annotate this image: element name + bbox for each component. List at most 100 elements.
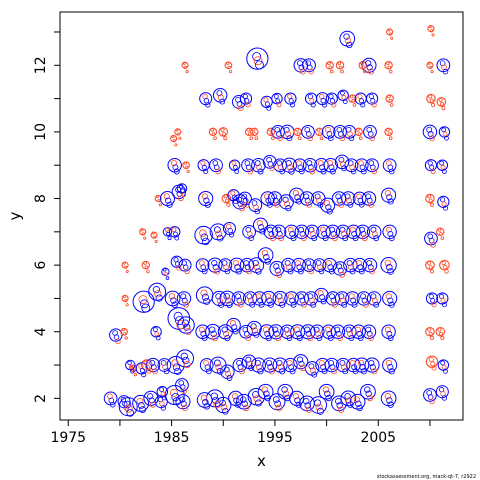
bubble-point bbox=[422, 124, 438, 140]
x-tick-label: 1985 bbox=[154, 430, 190, 446]
bubble-subpoint bbox=[276, 230, 283, 237]
bubble-subpoint bbox=[247, 168, 253, 175]
bubble-subpoint bbox=[309, 367, 316, 374]
bubble-subpoint bbox=[266, 105, 272, 111]
bubble-subpoint bbox=[388, 69, 393, 74]
bubble-subpoint bbox=[299, 297, 306, 304]
bubble-subpoint bbox=[348, 293, 355, 300]
bubble-point bbox=[425, 193, 435, 204]
bubble-subpoint bbox=[267, 301, 274, 308]
bubble-subpoint bbox=[181, 297, 188, 304]
bubble-subpoint bbox=[289, 368, 296, 375]
bubble-point bbox=[218, 127, 229, 137]
bubble-subpoint bbox=[263, 254, 270, 261]
bubble-subpoint bbox=[273, 94, 279, 99]
x-tick-label: 1995 bbox=[257, 430, 293, 446]
bubble-point bbox=[175, 394, 191, 410]
bubble-subpoint bbox=[184, 327, 192, 335]
bubble-subpoint bbox=[272, 396, 280, 403]
bubble-subpoint bbox=[295, 198, 302, 205]
bubble-subpoint bbox=[304, 197, 311, 204]
bubble-subpoint bbox=[198, 326, 205, 333]
bubble-subpoint bbox=[271, 136, 275, 141]
bubble-subpoint bbox=[266, 201, 273, 208]
bubble-subpoint bbox=[262, 326, 270, 333]
bubble-subpoint bbox=[290, 235, 297, 242]
bubble-subpoint bbox=[371, 168, 377, 175]
bubble-subpoint bbox=[150, 364, 157, 371]
bubble-subpoint bbox=[165, 276, 170, 280]
bubble-subpoint bbox=[271, 193, 278, 200]
bubble-subpoint bbox=[233, 397, 240, 404]
bubble-subpoint bbox=[360, 102, 366, 108]
bubble-point bbox=[290, 324, 306, 340]
bubble-subpoint bbox=[292, 190, 300, 197]
bubble-subpoint bbox=[237, 364, 244, 371]
bubble-subpoint bbox=[306, 334, 314, 342]
bubble-subpoint bbox=[429, 65, 433, 69]
bubble-subpoint bbox=[254, 359, 261, 367]
bubble-subpoint bbox=[243, 260, 250, 266]
bubble-point bbox=[294, 224, 310, 240]
bubble-subpoint bbox=[246, 268, 253, 275]
bubble-subpoint bbox=[358, 268, 365, 275]
bubble-subpoint bbox=[267, 226, 274, 233]
bubble-subpoint bbox=[385, 263, 393, 271]
bubble-subpoint bbox=[248, 235, 254, 241]
bubble-subpoint bbox=[186, 169, 190, 174]
bubble-subpoint bbox=[305, 406, 313, 413]
bubble-subpoint bbox=[264, 293, 272, 300]
bubble-subpoint bbox=[336, 263, 343, 270]
bubble-subpoint bbox=[125, 303, 129, 307]
bubble-subpoint bbox=[386, 61, 390, 65]
bubble-subpoint bbox=[384, 190, 391, 197]
bubble-subpoint bbox=[237, 301, 244, 308]
bubble-point bbox=[241, 354, 257, 369]
bubble-subpoint bbox=[278, 235, 285, 242]
bubble-subpoint bbox=[339, 297, 346, 304]
bubble-subpoint bbox=[356, 404, 363, 412]
bubble-point bbox=[356, 291, 372, 306]
bubble-subpoint bbox=[258, 301, 265, 308]
bubble-subpoint bbox=[303, 193, 310, 200]
bubble-subpoint bbox=[324, 390, 331, 397]
bubble-point bbox=[221, 193, 232, 204]
bubble-subpoint bbox=[298, 293, 305, 300]
bubble-subpoint bbox=[351, 364, 358, 371]
bubble-subpoint bbox=[165, 197, 172, 204]
bubble-subpoint bbox=[279, 168, 285, 175]
bubble-subpoint bbox=[244, 264, 251, 271]
bubble-point bbox=[339, 30, 356, 47]
bubble-subpoint bbox=[166, 231, 171, 236]
bubble-subpoint bbox=[364, 386, 371, 393]
bubble-subpoint bbox=[307, 164, 314, 171]
bubble-subpoint bbox=[179, 396, 186, 403]
bubble-subpoint bbox=[205, 102, 211, 108]
bubble-subpoint bbox=[183, 361, 191, 369]
bubble-point bbox=[360, 383, 376, 400]
bubble-subpoint bbox=[340, 364, 347, 371]
bubble-subpoint bbox=[366, 394, 374, 402]
bubble-point bbox=[289, 390, 305, 406]
bubble-subpoint bbox=[427, 261, 432, 266]
bubble-subpoint bbox=[256, 219, 263, 227]
bubble-subpoint bbox=[388, 235, 395, 242]
bubble-subpoint bbox=[295, 128, 299, 132]
bubble-subpoint bbox=[310, 102, 316, 108]
bubble-subpoint bbox=[214, 268, 221, 275]
bubble-subpoint bbox=[357, 132, 362, 136]
bubble-subpoint bbox=[171, 227, 177, 233]
bubble-subpoint bbox=[373, 301, 380, 308]
bubble-subpoint bbox=[320, 364, 327, 371]
bubble-point bbox=[284, 291, 299, 306]
bubble-point bbox=[272, 290, 288, 306]
bubble-subpoint bbox=[321, 368, 328, 375]
bubble-subpoint bbox=[274, 334, 282, 342]
bubble-subpoint bbox=[328, 268, 335, 275]
bubble-point bbox=[332, 261, 348, 276]
bubble-subpoint bbox=[331, 102, 337, 108]
bubble-subpoint bbox=[308, 226, 315, 233]
bubble-subpoint bbox=[349, 268, 356, 275]
y-tick-label: 6 bbox=[33, 261, 49, 270]
bubble-subpoint bbox=[223, 194, 228, 199]
